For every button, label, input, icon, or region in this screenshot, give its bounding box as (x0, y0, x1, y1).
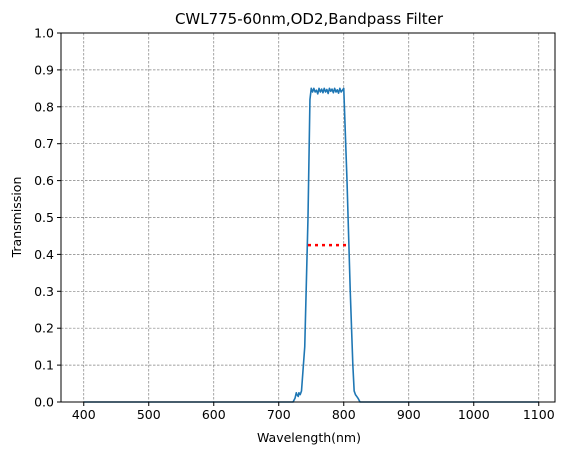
y-tick-label: 0.1 (34, 358, 54, 373)
y-tick-label: 0.8 (34, 99, 54, 114)
y-tick-label: 0.0 (34, 395, 54, 410)
y-tick-label: 0.2 (34, 321, 54, 336)
chart-title: CWL775-60nm,OD2,Bandpass Filter (175, 10, 444, 28)
y-axis-label: Transmission (9, 177, 24, 259)
y-tick-label: 0.9 (34, 62, 54, 77)
transmission-curve (83, 87, 539, 403)
x-tick-label: 900 (397, 407, 421, 422)
x-tick-label: 800 (332, 407, 356, 422)
plot-series (83, 87, 539, 403)
y-tick-label: 1.0 (34, 26, 54, 41)
x-axis-label: Wavelength(nm) (257, 430, 361, 445)
x-tick-label: 500 (137, 407, 161, 422)
x-tick-label: 600 (202, 407, 226, 422)
x-tick-label: 1000 (458, 407, 490, 422)
axis-ticks: 400 500 600 700 800 900 1000 1100 0.0 0.1 0.2 0.3 0.… (34, 26, 555, 423)
y-tick-label: 0.3 (34, 284, 54, 299)
grid-lines (61, 33, 555, 402)
y-tick-label: 0.4 (34, 247, 54, 262)
y-tick-label: 0.6 (34, 173, 54, 188)
x-tick-label: 400 (72, 407, 96, 422)
y-tick-label: 0.7 (34, 136, 54, 151)
x-tick-label: 700 (267, 407, 291, 422)
x-tick-label: 1100 (523, 407, 555, 422)
y-tick-label: 0.5 (34, 210, 54, 225)
